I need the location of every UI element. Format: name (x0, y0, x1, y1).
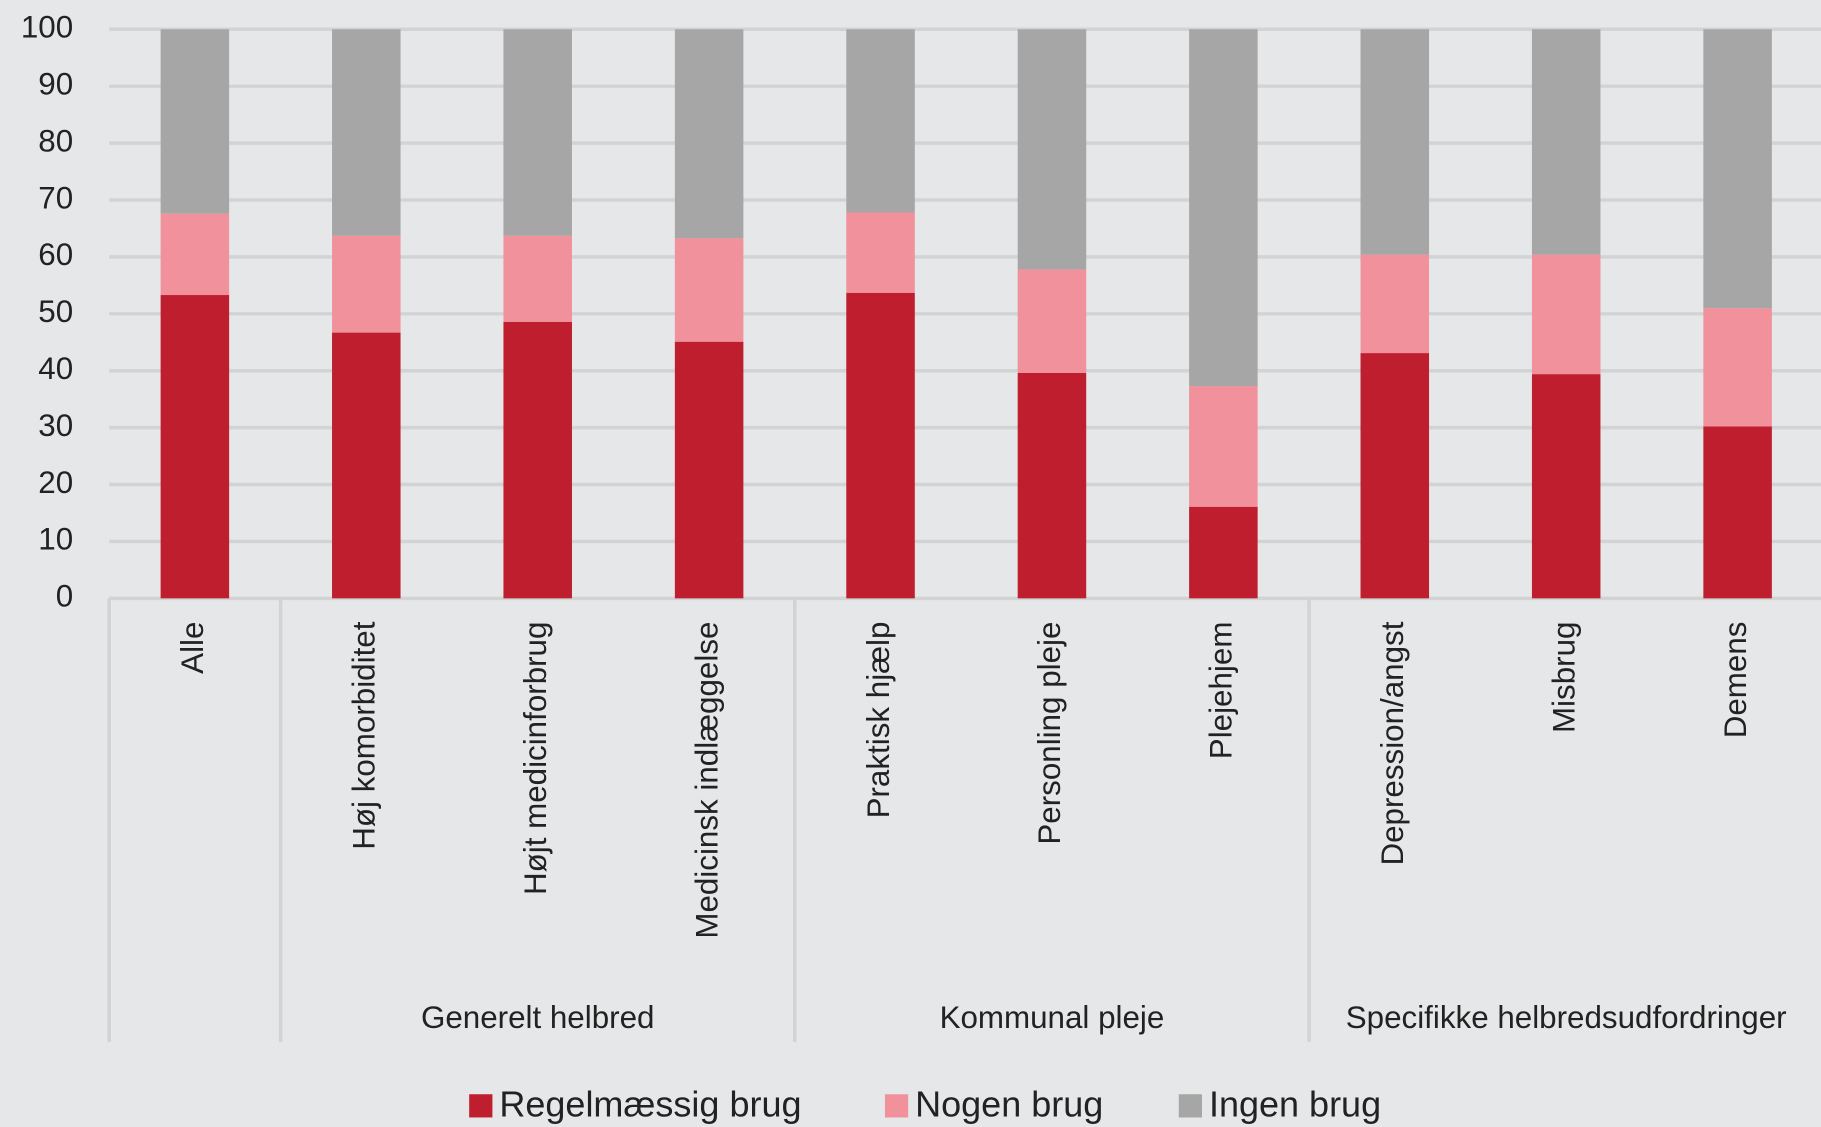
legend-label: Ingen brug (1209, 1084, 1381, 1125)
bar-segment (160, 295, 230, 599)
legend-label: Regelmæssig brug (499, 1084, 801, 1125)
y-tick-label: 90 (38, 66, 73, 101)
bar-segment (674, 29, 744, 239)
y-tick-label: 80 (38, 123, 73, 158)
y-tick-label: 10 (38, 522, 73, 557)
bar-segment (1189, 386, 1258, 507)
bar-segment (503, 235, 572, 322)
bar-segment (846, 29, 915, 213)
y-tick-label: 20 (38, 465, 73, 500)
bar-segment (1531, 29, 1601, 255)
y-tick-label: 30 (38, 408, 73, 443)
bar-segment (332, 332, 401, 599)
y-tick-label: 60 (38, 237, 73, 272)
x-tick-label: Plejehjem (1204, 622, 1239, 760)
bar-segment (1360, 29, 1430, 255)
bar-segment (846, 212, 915, 293)
legend-swatch (469, 1094, 493, 1118)
bar-segment (1703, 426, 1772, 599)
x-tick-label: Medicinsk indlæggelse (689, 622, 724, 939)
x-tick-label: Høj komorbiditet (347, 621, 382, 849)
y-tick-label: 40 (38, 351, 73, 386)
bar-segment (332, 29, 401, 236)
bar-segment (1703, 308, 1772, 427)
bar-segment (674, 341, 744, 599)
y-tick-label: 50 (38, 294, 73, 329)
group-label: Specifikke helbredsudfordringer (1346, 1000, 1787, 1035)
bar-segment (1189, 29, 1258, 387)
x-tick-label: Demens (1718, 622, 1753, 739)
y-tick-label: 0 (56, 579, 73, 614)
x-tick-label: Depression/angst (1375, 621, 1410, 865)
legend-label: Nogen brug (915, 1084, 1103, 1125)
bar-segment (160, 213, 230, 296)
x-tick-label: Praktisk hjælp (861, 622, 896, 819)
bar-segment (1531, 254, 1601, 375)
bar-segment (503, 321, 572, 599)
legend-swatch (1178, 1094, 1202, 1118)
bar-segment (1017, 269, 1087, 373)
bar-segment (674, 238, 744, 342)
x-tick-label: Alle (175, 622, 210, 674)
bar-segment (160, 29, 230, 214)
bar-segment (1017, 372, 1087, 599)
bar-segment (1189, 506, 1258, 599)
bar-segment (846, 292, 915, 599)
y-tick-label: 100 (21, 10, 73, 45)
y-tick-label: 70 (38, 180, 73, 215)
x-tick-label: Højt medicinforbrug (518, 622, 553, 895)
bar-segment (1360, 353, 1430, 599)
x-tick-label: Misbrug (1546, 622, 1581, 733)
legend-swatch (884, 1094, 909, 1118)
group-label: Kommunal pleje (940, 1000, 1165, 1035)
bar-segment (503, 29, 572, 236)
bar-segment (1703, 29, 1772, 309)
bar-segment (332, 235, 401, 333)
group-label: Generelt helbred (421, 1000, 655, 1035)
bar-segment (1531, 374, 1601, 599)
x-tick-label: Personling pleje (1032, 622, 1067, 845)
bar-segment (1360, 254, 1430, 354)
bar-segment (1017, 29, 1087, 270)
